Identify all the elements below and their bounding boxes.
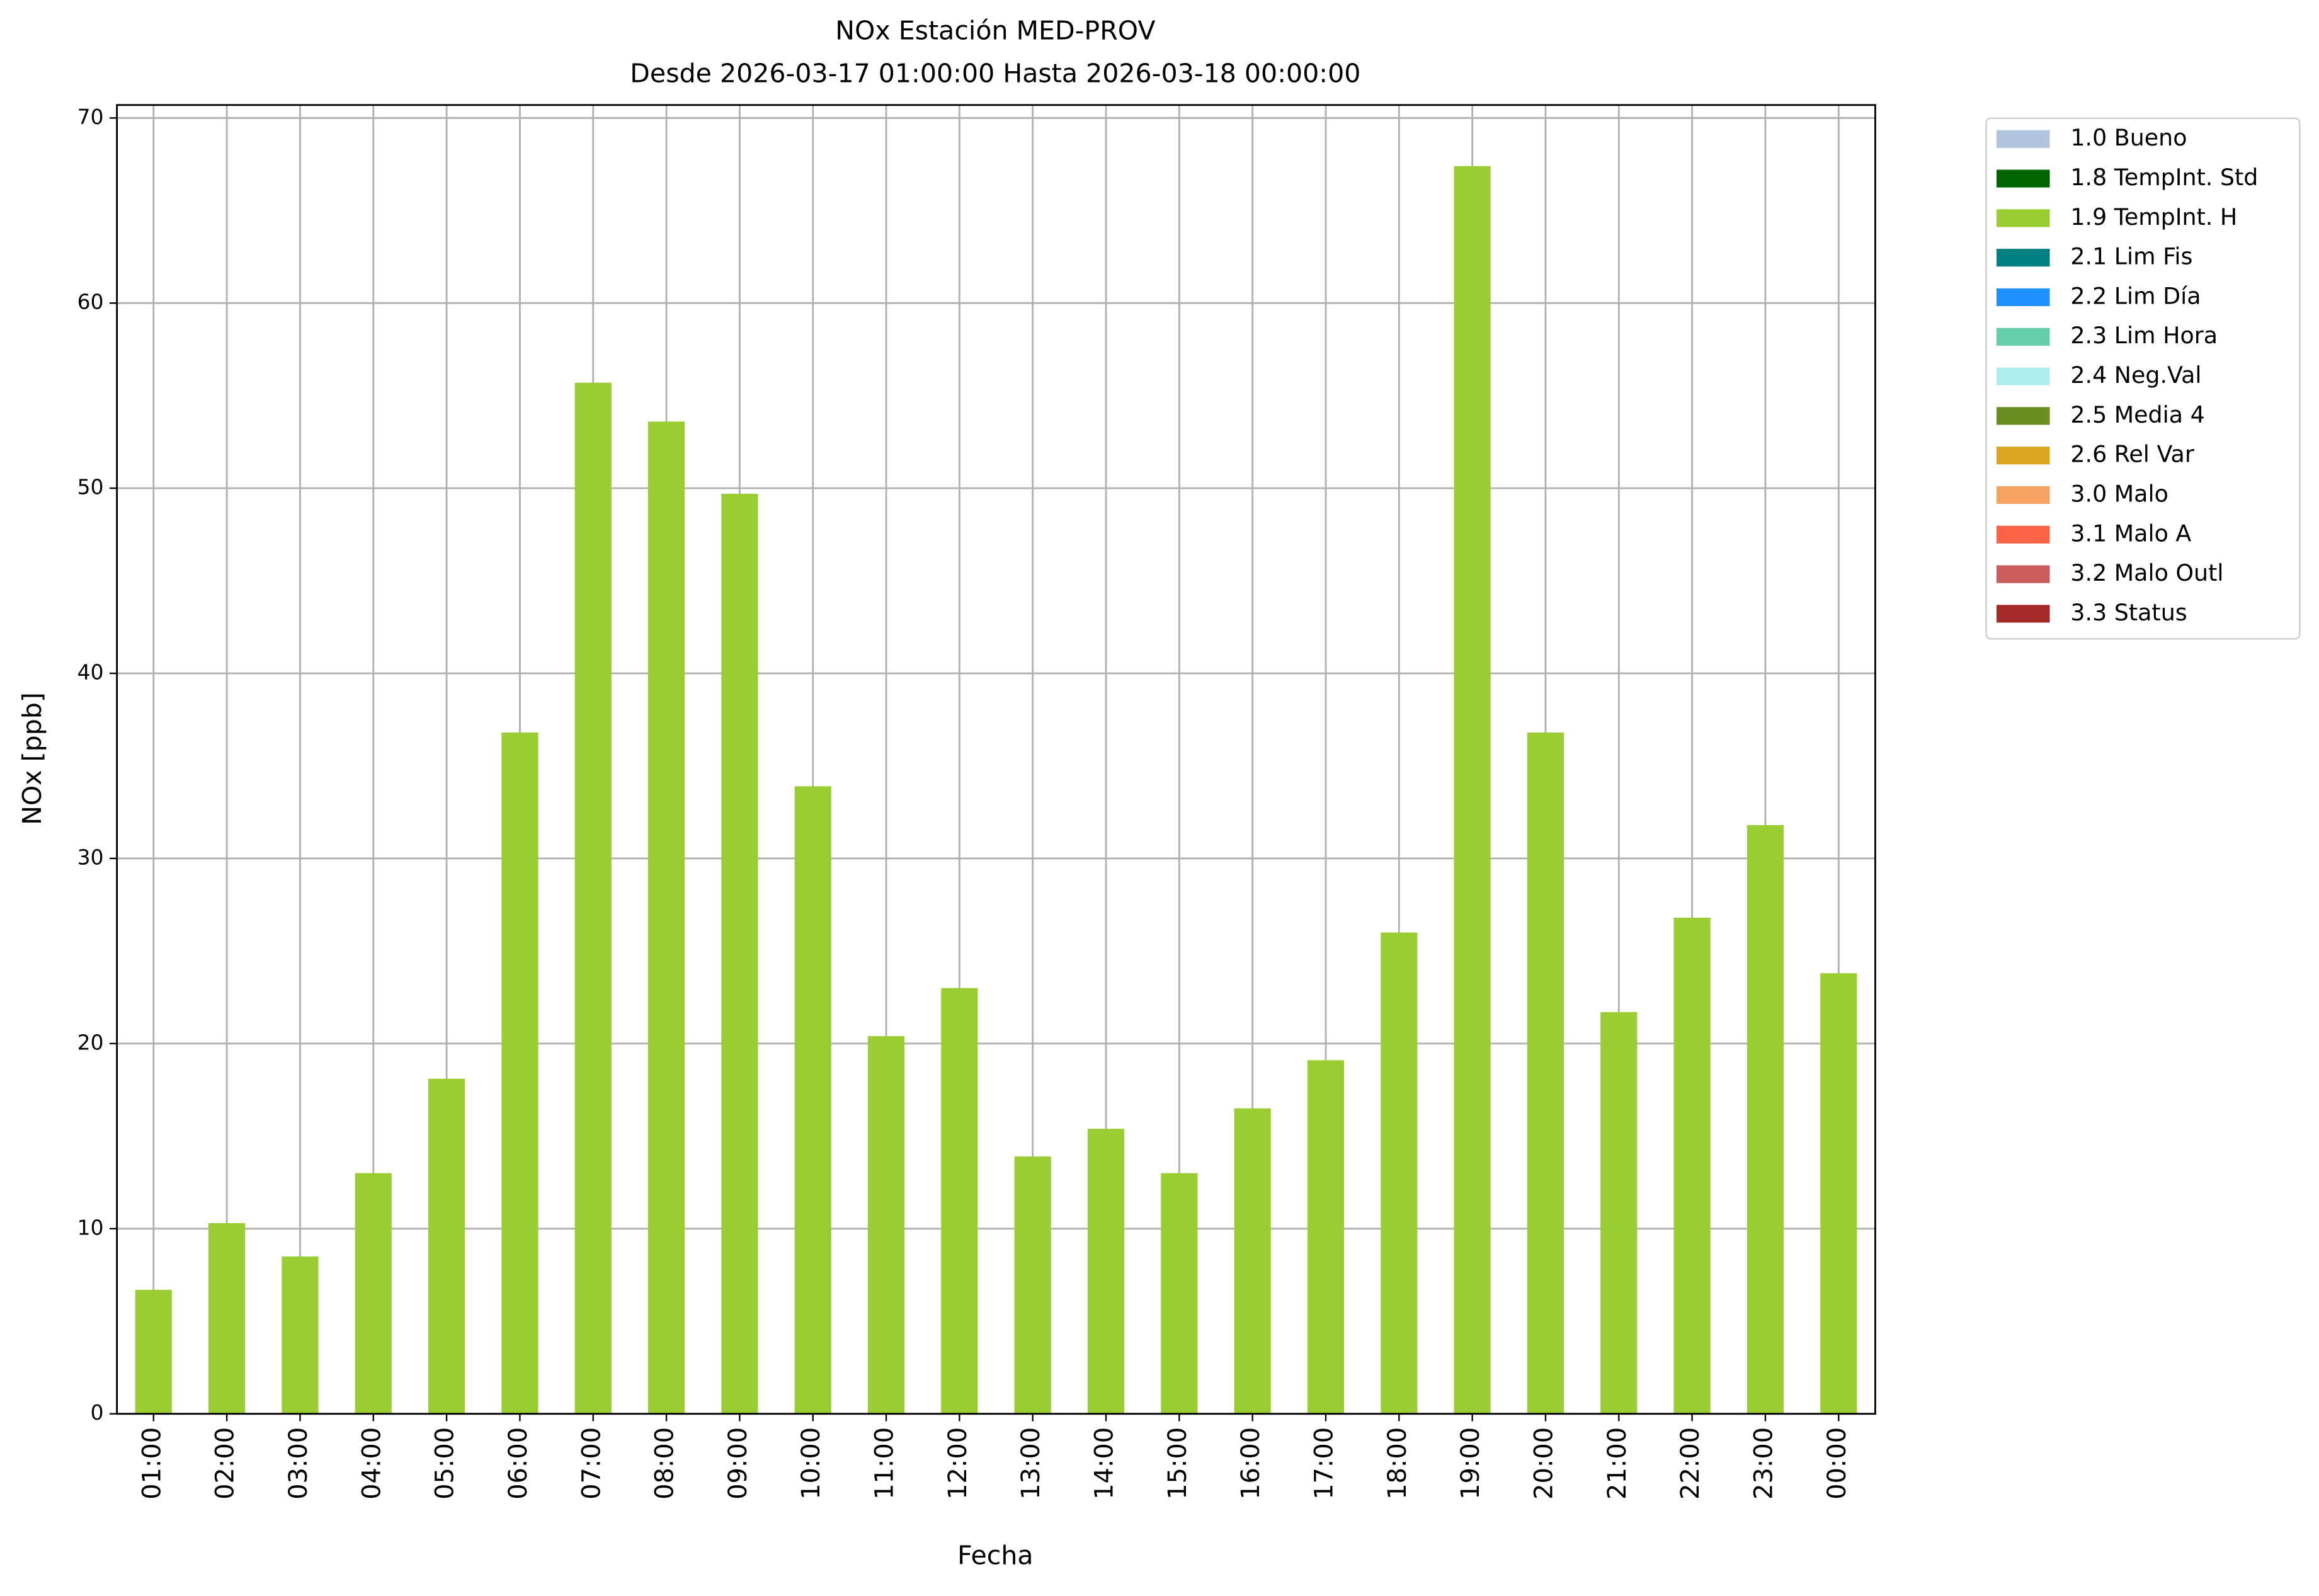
- bar: [1014, 1156, 1051, 1414]
- legend-label: 3.3 Status: [2070, 599, 2187, 626]
- x-tick-label: 01:00: [137, 1427, 166, 1500]
- legend-swatch: [1996, 249, 2050, 267]
- x-tick-label: 15:00: [1163, 1427, 1192, 1500]
- x-tick-label: 17:00: [1310, 1427, 1339, 1500]
- x-tick-label: 16:00: [1236, 1427, 1265, 1500]
- x-tick-label: 19:00: [1456, 1427, 1485, 1500]
- bar: [1161, 1173, 1198, 1414]
- legend-swatch: [1996, 169, 2050, 188]
- x-tick-label: 22:00: [1676, 1427, 1705, 1500]
- x-tick-label: 14:00: [1090, 1427, 1119, 1500]
- legend-label: 1.0 Bueno: [2070, 124, 2187, 151]
- legend-label: 1.8 TempInt. Std: [2070, 164, 2258, 191]
- plot-frame: [116, 104, 1876, 1415]
- legend-label: 2.4 Neg.Val: [2070, 362, 2201, 389]
- x-tick-label: 18:00: [1383, 1427, 1412, 1500]
- legend-label: 2.2 Lim Día: [2070, 282, 2201, 309]
- axes: 0 10 20 30 40 50 60 70 01:00 02:00 03:00 04:00 05:00…: [77, 104, 1876, 1500]
- y-axis-label: NOx [ppb]: [17, 692, 47, 825]
- bar: [1307, 1060, 1345, 1414]
- legend-box: [1985, 117, 2301, 640]
- bar: [794, 786, 831, 1414]
- legend-swatch: [1996, 407, 2050, 425]
- bar: [1454, 166, 1491, 1414]
- chart-title: NOx Estación MED-PROV: [835, 16, 1155, 46]
- x-tick-label: 20:00: [1529, 1427, 1558, 1500]
- bar: [1087, 1129, 1125, 1414]
- x-tick-label: 07:00: [577, 1427, 606, 1500]
- bar: [428, 1078, 465, 1414]
- bar: [867, 1036, 905, 1414]
- bar: [135, 1289, 172, 1414]
- x-tick-label: 05:00: [431, 1427, 460, 1500]
- x-tick-label: 12:00: [943, 1427, 972, 1500]
- y-tick-label: 10: [77, 1215, 104, 1240]
- bar: [1234, 1108, 1271, 1414]
- bar: [282, 1256, 319, 1414]
- x-tick-label: 09:00: [724, 1427, 753, 1500]
- legend-label: 2.3 Lim Hora: [2070, 322, 2218, 349]
- legend-label: 3.0 Malo: [2070, 481, 2168, 508]
- legend-swatch: [1996, 367, 2050, 385]
- y-tick-label: 50: [77, 475, 104, 499]
- x-tick-label: 11:00: [870, 1427, 899, 1500]
- bar: [1820, 973, 1857, 1414]
- bar: [1600, 1012, 1638, 1414]
- legend-swatch: [1996, 209, 2050, 227]
- legend-label: 3.2 Malo Outl: [2070, 559, 2223, 586]
- y-tick-label: 20: [77, 1030, 104, 1054]
- y-tick-label: 30: [77, 845, 104, 869]
- bar: [941, 988, 978, 1414]
- y-tick-label: 60: [77, 290, 104, 314]
- x-tick-label: 08:00: [651, 1427, 680, 1500]
- bar: [1527, 732, 1564, 1414]
- x-tick-label: 03:00: [284, 1427, 313, 1500]
- bars: [135, 166, 1857, 1414]
- x-tick-label: 06:00: [504, 1427, 533, 1500]
- legend-swatch: [1996, 486, 2050, 504]
- y-tick-label: 0: [91, 1400, 104, 1425]
- y-tick-label: 70: [77, 105, 104, 129]
- legend-label: 2.1 Lim Fis: [2070, 243, 2192, 270]
- legend-swatch: [1996, 447, 2050, 465]
- x-tick-label: 13:00: [1017, 1427, 1046, 1500]
- bar: [208, 1223, 246, 1414]
- bar: [1673, 918, 1711, 1414]
- x-tick-label: 23:00: [1749, 1427, 1778, 1500]
- bar: [501, 732, 538, 1414]
- legend-label: 1.9 TempInt. H: [2070, 203, 2237, 231]
- x-axis-label: Fecha: [957, 1540, 1033, 1570]
- legend-swatch: [1996, 605, 2050, 623]
- legend-swatch: [1996, 565, 2050, 583]
- chart-subtitle: Desde 2026-03-17 01:00:00 Hasta 2026-03-…: [630, 59, 1360, 89]
- legend-swatch: [1996, 328, 2050, 346]
- x-tick-label: 04:00: [357, 1427, 386, 1500]
- bar: [1381, 932, 1418, 1414]
- x-tick-label: 10:00: [797, 1427, 826, 1500]
- bar: [1746, 825, 1784, 1414]
- legend-label: 3.1 Malo A: [2070, 520, 2191, 547]
- legend-label: 2.5 Media 4: [2070, 401, 2204, 428]
- bar: [647, 421, 685, 1414]
- legend-swatch: [1996, 288, 2050, 307]
- bar: [574, 382, 612, 1414]
- bar: [721, 493, 758, 1414]
- x-tick-label: 00:00: [1823, 1427, 1852, 1500]
- y-tick-label: 40: [77, 660, 104, 685]
- legend-swatch: [1996, 130, 2050, 148]
- x-tick-label: 21:00: [1603, 1427, 1632, 1500]
- legend-label: 2.6 Rel Var: [2070, 441, 2194, 468]
- legend-swatch: [1996, 525, 2050, 544]
- bar: [355, 1173, 392, 1414]
- x-tick-label: 02:00: [211, 1427, 240, 1500]
- legend: 1.0 Bueno 1.8 TempInt. Std 1.9 TempInt. H 2…: [1985, 117, 2301, 640]
